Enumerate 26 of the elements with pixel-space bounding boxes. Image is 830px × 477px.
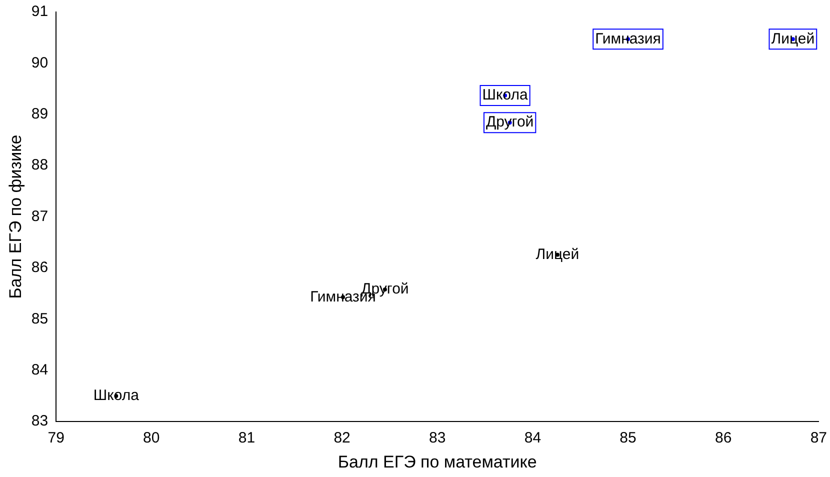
- annotation: Другой: [486, 114, 534, 131]
- y-tick-label: 90: [31, 54, 48, 72]
- x-tick-label: 79: [48, 430, 64, 447]
- y-tick-label: 83: [31, 412, 48, 430]
- y-axis-title: Балл ЕГЭ по физике: [6, 134, 25, 299]
- x-tick-label: 80: [143, 430, 160, 447]
- annotation: Лицей: [536, 246, 580, 263]
- y-tick-label: 85: [31, 310, 48, 328]
- annotation: Лицей: [771, 30, 815, 48]
- x-tick-label: 82: [334, 430, 350, 447]
- x-tick-label: 83: [429, 430, 446, 447]
- x-axis-title: Балл ЕГЭ по математике: [338, 452, 537, 472]
- x-tick-label: 87: [810, 430, 827, 447]
- y-tick-label: 87: [31, 208, 48, 225]
- x-tick-label: 84: [524, 430, 542, 447]
- x-tick-label: 85: [620, 430, 636, 447]
- annotation: Школа: [93, 387, 140, 404]
- y-tick-label: 91: [31, 3, 48, 20]
- y-tick-label: 89: [31, 106, 48, 123]
- y-tick-label: 88: [31, 156, 48, 174]
- annotation: Школа: [482, 86, 528, 104]
- y-tick-label: 84: [31, 362, 48, 379]
- annotation: Гимназия: [595, 30, 661, 48]
- x-tick-label: 86: [714, 430, 732, 447]
- x-tick-label: 81: [238, 430, 256, 447]
- y-tick-label: 86: [31, 259, 48, 276]
